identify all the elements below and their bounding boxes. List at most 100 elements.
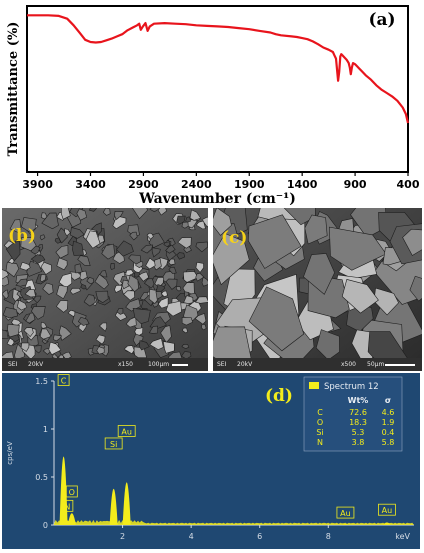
table-cell: 5.3 — [352, 428, 365, 437]
table-cell: Si — [316, 428, 323, 437]
grain — [195, 272, 205, 282]
x-tick-label: 2 — [120, 532, 125, 541]
ftir-panel: 3900 3400 2900 2400 1900 1400 900 400 Wavenumber… — [0, 0, 424, 207]
sem-image-b: (b) SEI 20kV x150 100μm — [0, 202, 214, 371]
grain — [210, 233, 250, 286]
grain — [21, 217, 37, 233]
grain — [201, 276, 210, 287]
table-cell: 5.8 — [382, 438, 395, 447]
grain — [181, 343, 190, 350]
table-cell: 3.8 — [352, 438, 365, 447]
grain — [42, 282, 54, 295]
grain — [194, 313, 207, 325]
grain — [183, 304, 199, 322]
grain — [31, 306, 46, 320]
grain — [182, 271, 199, 283]
grain — [94, 273, 109, 290]
sem-magnification-b: x150 — [118, 361, 134, 368]
grain — [101, 243, 116, 260]
grain — [163, 241, 171, 248]
peak-label-box — [336, 506, 355, 519]
table-cell: 0.4 — [382, 428, 395, 437]
x-tick-label: 6 — [257, 532, 262, 541]
grain — [96, 346, 105, 355]
sem-voltage-b: 20kV — [28, 361, 44, 368]
peak-label: Au — [382, 506, 393, 515]
grain — [55, 300, 69, 313]
peak-label-box — [117, 425, 136, 437]
grain — [328, 226, 387, 271]
x-tick-label: 400 — [397, 178, 420, 191]
panel-label-b: (b) — [8, 226, 36, 246]
grain — [9, 219, 22, 233]
grain — [99, 322, 108, 332]
grain — [155, 290, 163, 300]
spectrum-table: Spectrum 12 Wt% σ C 72.6 4.6 O 18.3 1.9 Si 5.3 0.4 N… — [303, 376, 403, 452]
grain — [201, 324, 207, 331]
x-axis-label: keV — [395, 532, 410, 541]
grain — [127, 274, 139, 293]
grain — [189, 209, 202, 221]
peak-label: C — [61, 377, 67, 386]
grain — [114, 285, 123, 293]
grain — [123, 290, 135, 301]
table-cell: 72.6 — [349, 408, 367, 417]
peak-o — [67, 513, 76, 525]
scale-bar-b — [172, 364, 188, 366]
grain — [72, 240, 84, 256]
peak-label-box — [378, 503, 396, 516]
grain — [160, 325, 172, 344]
sem-image-c: (c) SEI 20kV x500 50μm — [198, 188, 424, 378]
scale-bar-c — [385, 364, 415, 366]
peak-label-box — [65, 485, 78, 498]
grain — [304, 214, 328, 245]
edx-panel: 0 0.5 1 1.5 2 4 6 8 keV cps/eV C N O Si Au Au Au Spectrum… — [2, 373, 420, 549]
table-cell: N — [317, 438, 323, 447]
grain — [56, 284, 68, 300]
table-cell: O — [317, 418, 323, 427]
peak-au — [122, 482, 131, 525]
y-axis-label: cps/eV — [6, 441, 14, 465]
grain — [182, 327, 188, 334]
peak-label-box — [61, 499, 74, 512]
grain — [183, 295, 194, 305]
y-axis-label: Transmittance (%) — [6, 22, 21, 157]
grain — [20, 237, 37, 252]
x-tick-label: 1900 — [234, 178, 265, 191]
spectrum-baseline — [54, 519, 414, 525]
grain — [1, 289, 9, 300]
table-header: Wt% — [348, 396, 369, 405]
grain — [40, 321, 48, 329]
grain — [19, 261, 31, 271]
grain — [402, 228, 424, 256]
grain — [56, 257, 68, 271]
peak-label: Au — [340, 509, 351, 518]
peak-label: O — [69, 488, 75, 497]
grain — [79, 270, 88, 281]
grain — [95, 334, 106, 345]
grain — [58, 325, 72, 341]
grain — [138, 271, 150, 282]
sem-info-bar-c: SEI 20kV x500 50μm — [213, 358, 422, 371]
grain — [85, 230, 101, 249]
grain — [303, 253, 335, 295]
grain — [129, 231, 138, 241]
grain — [125, 298, 141, 312]
grain — [39, 274, 47, 283]
grain — [195, 220, 206, 230]
peak-label-box — [104, 437, 123, 450]
grain — [165, 300, 182, 317]
grain — [177, 237, 192, 249]
grain — [52, 334, 63, 342]
grain — [139, 340, 150, 351]
grain — [5, 261, 20, 278]
grain — [33, 295, 42, 304]
grain — [33, 345, 42, 354]
sem-texture-c — [198, 188, 424, 378]
grain — [77, 255, 91, 267]
grain — [160, 290, 168, 297]
x-tick-label: 3400 — [75, 178, 106, 191]
x-axis-label: Wavenumber (cm⁻¹) — [138, 191, 296, 205]
plot-frame — [26, 5, 409, 173]
grain — [99, 270, 108, 278]
